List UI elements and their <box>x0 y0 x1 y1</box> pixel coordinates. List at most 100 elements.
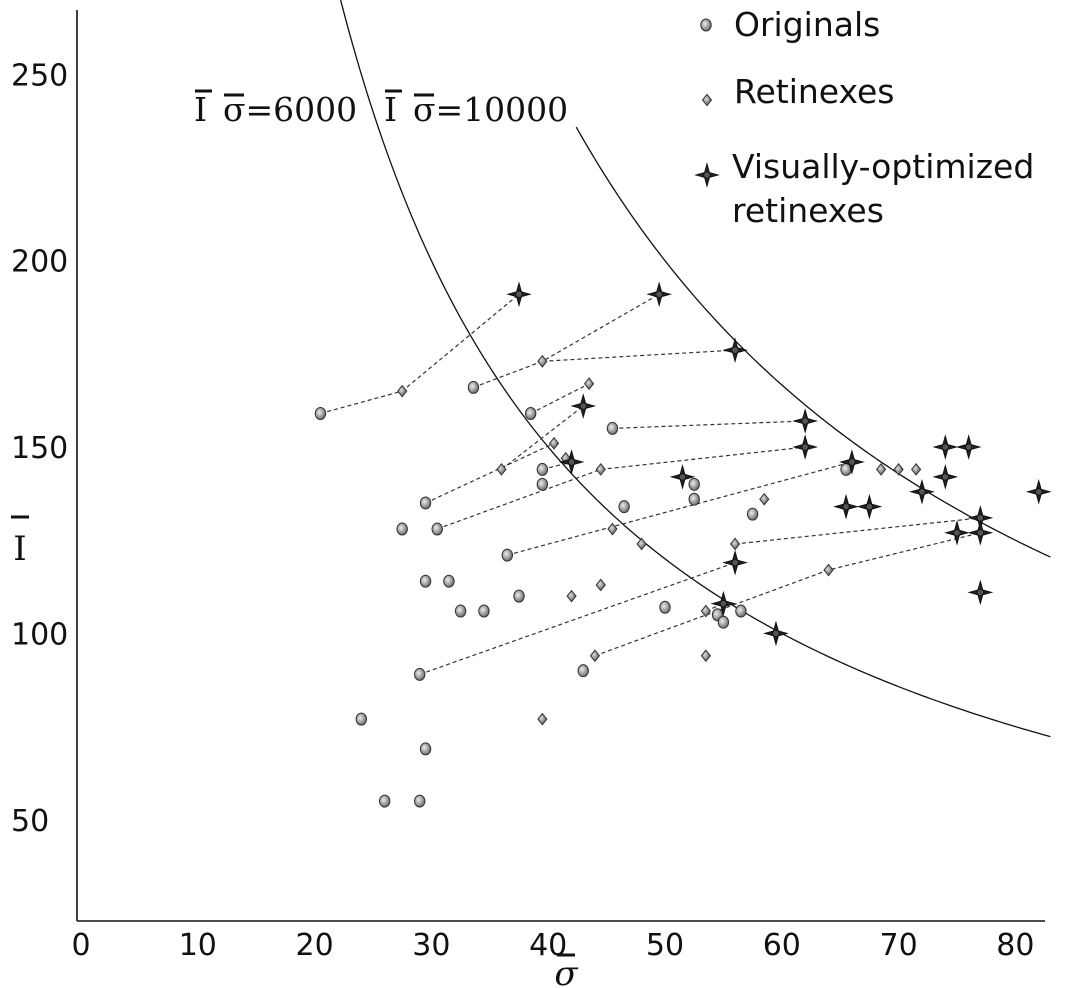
x-tick-label: 60 <box>763 928 801 963</box>
point-original <box>501 548 514 562</box>
point-original <box>431 522 443 536</box>
trajectory-line <box>542 349 736 362</box>
star-center <box>842 503 850 511</box>
point-retinex <box>548 436 560 450</box>
x-tick-label: 30 <box>412 928 450 963</box>
y-axis-label-text: I <box>13 529 26 569</box>
point-retinex <box>496 463 507 476</box>
star-center <box>772 629 780 638</box>
point-original <box>717 615 730 629</box>
star-center <box>941 473 949 481</box>
star-center <box>719 599 728 608</box>
legend-label-visually-optimized-line2: retinexes <box>732 191 884 230</box>
point-visually-optimized <box>763 620 789 647</box>
x-tick-label: 50 <box>646 928 684 963</box>
point-visually-optimized <box>967 519 994 546</box>
point-visually-optimized <box>856 493 883 520</box>
point-original <box>577 664 589 678</box>
point-visually-optimized <box>944 519 970 546</box>
legend-label-retinexes: Retinexes <box>734 72 895 111</box>
legend-marker-retinexes <box>701 93 713 107</box>
point-retinex <box>537 712 548 726</box>
star-center <box>731 346 739 354</box>
x-tick-label: 10 <box>179 928 217 963</box>
data-points-layer <box>314 281 1052 808</box>
point-original <box>735 604 747 618</box>
point-original <box>688 477 700 491</box>
y-tick-label: 100 <box>11 617 68 652</box>
point-original <box>419 574 432 588</box>
point-original <box>414 794 426 808</box>
point-visually-optimized <box>722 337 748 364</box>
trajectory-line <box>320 293 520 415</box>
point-visually-optimized <box>1025 478 1052 505</box>
y-axis-label: I <box>11 515 29 569</box>
point-original <box>746 507 759 521</box>
point-visually-optimized <box>967 579 994 606</box>
point-retinex <box>595 578 606 592</box>
point-visually-optimized <box>506 281 532 308</box>
point-visually-optimized <box>792 434 819 460</box>
legend-label-visually-optimized: Visually-optimized <box>732 147 1034 186</box>
point-retinex <box>700 604 712 618</box>
point-original <box>618 500 630 514</box>
trajectory-line <box>735 517 981 545</box>
trajectory-line <box>530 383 590 415</box>
curve-label-10000: I σ=10000 <box>384 89 568 129</box>
trajectory-line <box>507 461 853 556</box>
trajectory-line <box>473 293 660 388</box>
tick-labels-layer: 0 10 20 30 40 50 60 70 80 50 100 150 200 250 <box>11 58 1034 963</box>
point-original <box>454 604 467 618</box>
point-retinex <box>823 563 834 577</box>
point-visually-optimized <box>646 281 673 308</box>
point-visually-optimized <box>792 408 819 434</box>
star-center <box>976 529 984 537</box>
legend-diamond-icon <box>701 93 713 107</box>
point-original <box>659 600 671 614</box>
point-retinex <box>636 537 647 551</box>
trajectory-lines-layer <box>320 293 981 675</box>
x-tick-label: 20 <box>296 928 334 963</box>
point-original <box>378 794 391 808</box>
star-center <box>953 529 961 537</box>
star-center <box>515 290 523 298</box>
point-original <box>606 421 619 435</box>
star-center <box>703 171 711 179</box>
star-center <box>941 443 949 451</box>
point-original <box>536 462 549 476</box>
trajectory-line <box>600 446 806 470</box>
point-retinex <box>729 537 741 551</box>
point-retinex <box>595 463 606 476</box>
curve-label-6000: I σ=6000 <box>194 89 357 129</box>
point-original <box>536 477 549 491</box>
legend: Originals Retinexes Visually-optimized r… <box>694 5 1034 230</box>
star-center <box>579 402 587 410</box>
point-original <box>355 712 368 726</box>
point-original <box>513 589 525 603</box>
iso-curve-6000 <box>339 0 1051 738</box>
point-visually-optimized <box>909 478 935 505</box>
star-center <box>976 588 984 597</box>
curve-label-10000-i: I <box>384 90 397 129</box>
point-retinex <box>583 377 595 391</box>
legend-label-originals: Originals <box>734 5 880 44</box>
point-visually-optimized <box>932 464 959 490</box>
x-axis-label-text: σ <box>554 954 578 988</box>
point-original <box>688 492 700 506</box>
y-tick-label: 150 <box>11 431 68 466</box>
point-original <box>524 407 537 421</box>
point-retinex <box>875 463 887 476</box>
point-visually-optimized <box>710 590 737 617</box>
x-tick-label: 80 <box>996 928 1034 963</box>
point-original <box>467 380 480 394</box>
star-center <box>801 417 809 425</box>
x-axis-label: σ <box>554 953 578 988</box>
point-original <box>478 604 490 618</box>
star-center <box>1035 488 1043 496</box>
y-tick-label: 50 <box>11 804 49 839</box>
star-center <box>965 443 973 451</box>
point-original <box>419 742 432 756</box>
point-original <box>443 574 455 588</box>
star-center <box>567 458 576 466</box>
